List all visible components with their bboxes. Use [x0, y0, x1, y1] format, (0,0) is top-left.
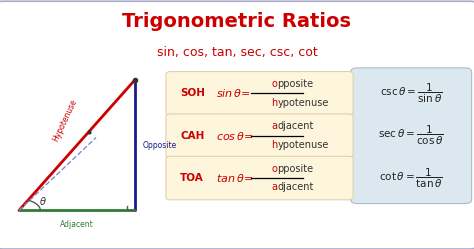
Text: h: h	[271, 98, 277, 108]
FancyBboxPatch shape	[166, 114, 353, 158]
Text: ypotenuse: ypotenuse	[277, 140, 328, 150]
Text: $sin\,\theta\!=\!$: $sin\,\theta\!=\!$	[216, 87, 251, 99]
Text: pposite: pposite	[277, 79, 313, 89]
FancyBboxPatch shape	[351, 68, 472, 204]
Text: Trigonometric Ratios: Trigonometric Ratios	[122, 12, 352, 31]
Text: SOH: SOH	[180, 88, 205, 98]
Text: Hypotenuse: Hypotenuse	[51, 97, 79, 142]
FancyBboxPatch shape	[166, 156, 353, 200]
Text: CAH: CAH	[180, 131, 204, 141]
Text: o: o	[272, 164, 277, 174]
Text: $cos\,\theta\!=\!$: $cos\,\theta\!=\!$	[216, 130, 254, 142]
Text: djacent: djacent	[277, 121, 314, 131]
Text: $\theta$: $\theta$	[39, 195, 46, 207]
Text: a: a	[271, 121, 277, 131]
Text: Opposite: Opposite	[142, 140, 176, 150]
Text: $\cot\theta = \dfrac{1}{\tan\theta}$: $\cot\theta = \dfrac{1}{\tan\theta}$	[379, 166, 443, 190]
Text: TOA: TOA	[180, 173, 204, 183]
Text: $\csc\theta = \dfrac{1}{\sin\theta}$: $\csc\theta = \dfrac{1}{\sin\theta}$	[380, 82, 442, 105]
FancyBboxPatch shape	[166, 72, 353, 115]
Text: $\sec\theta = \dfrac{1}{\cos\theta}$: $\sec\theta = \dfrac{1}{\cos\theta}$	[378, 124, 444, 147]
Text: sin, cos, tan, sec, csc, cot: sin, cos, tan, sec, csc, cot	[156, 46, 318, 59]
Text: djacent: djacent	[277, 183, 314, 192]
Text: pposite: pposite	[277, 164, 313, 174]
Text: Adjacent: Adjacent	[60, 220, 94, 229]
Text: $tan\,\theta\!=\!$: $tan\,\theta\!=\!$	[216, 172, 253, 184]
Text: o: o	[272, 79, 277, 89]
Text: a: a	[271, 183, 277, 192]
Text: ypotenuse: ypotenuse	[277, 98, 328, 108]
Text: h: h	[271, 140, 277, 150]
